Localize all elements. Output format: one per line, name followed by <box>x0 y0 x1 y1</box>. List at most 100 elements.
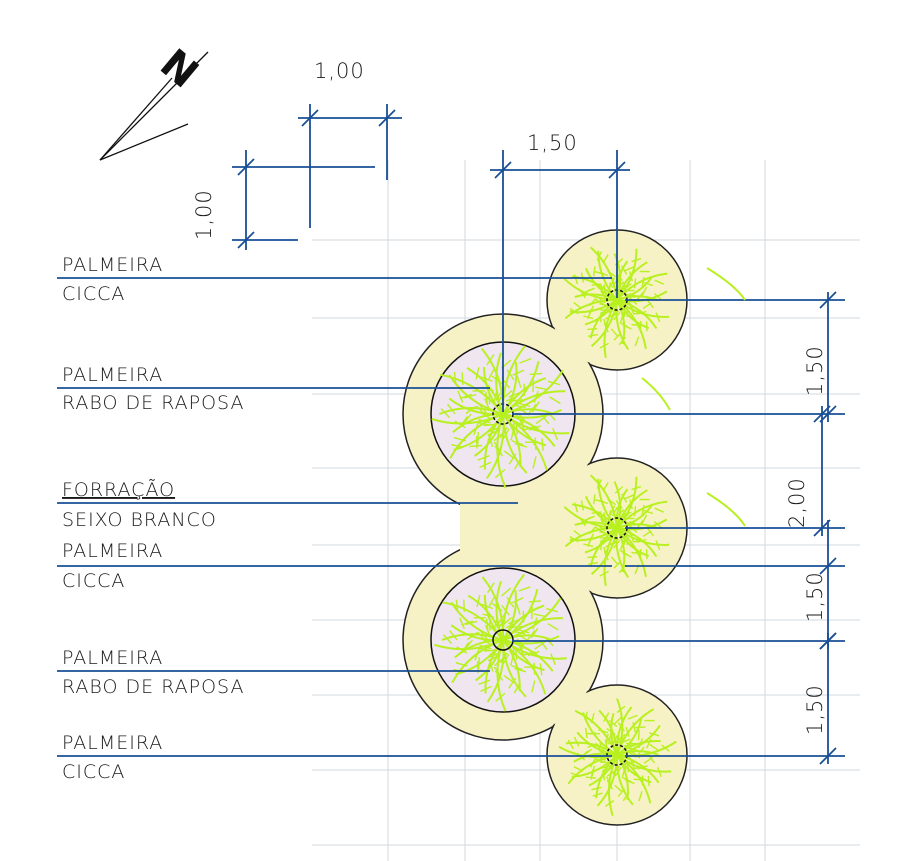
leaflet <box>588 333 599 337</box>
frond <box>483 594 504 641</box>
leaflet <box>532 456 537 469</box>
leaflet <box>530 627 539 639</box>
leaflet <box>607 734 612 745</box>
north-label: N <box>151 41 206 98</box>
leaflet <box>625 293 636 298</box>
leaflet <box>634 506 637 517</box>
leaflet <box>607 498 617 506</box>
leaflet <box>461 620 474 626</box>
frond <box>596 754 618 807</box>
leaflet <box>607 270 617 278</box>
leaflet <box>512 597 524 604</box>
leaflet <box>631 485 642 491</box>
leaflet <box>599 342 609 349</box>
leaflet <box>485 391 488 405</box>
label-line1: PALMEIRA <box>62 732 163 754</box>
leaflet <box>634 278 637 289</box>
leaflet <box>457 390 464 403</box>
frond <box>502 604 545 641</box>
leaflet <box>461 372 464 385</box>
leaflet <box>610 328 619 337</box>
north-arrow-icon <box>99 51 209 161</box>
leaflet <box>531 680 536 693</box>
leaflet <box>591 786 602 791</box>
leaflet <box>629 292 639 299</box>
frond <box>616 708 655 756</box>
leaflet <box>512 369 525 376</box>
leaflet <box>620 265 628 275</box>
frond <box>590 299 618 347</box>
leaflet <box>624 494 635 500</box>
plant-center <box>492 629 514 651</box>
leaflet <box>629 297 638 305</box>
label-line1: FORRAÇÃO <box>62 478 175 501</box>
leaflet <box>547 380 561 386</box>
frond <box>616 276 654 301</box>
leaflet <box>655 312 661 323</box>
leaflet <box>632 539 643 543</box>
spacing-dim: 1,50 <box>527 131 578 155</box>
leaflet <box>493 666 502 678</box>
leaflet <box>638 790 643 802</box>
leaflet <box>440 408 451 419</box>
leaflet <box>613 311 621 321</box>
leaflet <box>495 692 506 702</box>
leaflet <box>546 410 556 421</box>
leaflet <box>480 376 493 382</box>
frond <box>502 639 547 695</box>
leaflet <box>623 306 626 317</box>
frond <box>502 377 547 415</box>
frond <box>616 754 629 800</box>
frond <box>616 299 626 345</box>
label-line1: PALMEIRA <box>62 647 163 669</box>
leaflet <box>503 675 515 684</box>
frond <box>483 366 504 415</box>
leaflet <box>446 403 456 415</box>
leader-lines <box>57 277 612 757</box>
leaflet <box>654 279 665 285</box>
leaflet <box>516 375 522 388</box>
leaflet <box>518 644 525 656</box>
label-line2: RABO DE RAPOSA <box>62 392 244 414</box>
leaflet <box>605 776 612 787</box>
leaflet <box>608 719 618 728</box>
label-line2: RABO DE RAPOSA <box>62 676 244 698</box>
leaflet <box>488 659 494 672</box>
leaflet <box>615 500 623 509</box>
leaflet <box>629 271 633 282</box>
leaflet <box>550 653 556 666</box>
leaflet <box>475 367 480 380</box>
leaflet <box>602 770 606 781</box>
frond <box>502 617 563 641</box>
frond <box>616 489 648 529</box>
dimension-lines <box>232 104 845 765</box>
leaflet <box>609 277 616 288</box>
frond <box>563 506 618 529</box>
leaflet <box>515 602 521 615</box>
leaflet <box>603 318 608 329</box>
leaflet <box>631 551 642 555</box>
leaflet <box>638 738 644 749</box>
leaflet <box>592 792 603 797</box>
leaflet <box>482 613 495 619</box>
frond <box>584 299 618 326</box>
leaflet <box>603 546 608 557</box>
leaflet <box>573 766 584 772</box>
leaflet <box>442 634 453 645</box>
leaflet <box>501 587 512 597</box>
leaflet <box>533 390 539 403</box>
leaflet <box>528 600 541 603</box>
leaflet <box>465 620 478 626</box>
frond <box>448 397 504 416</box>
leaflet <box>469 444 482 448</box>
leaflet <box>587 742 598 749</box>
leaflet <box>643 281 654 287</box>
leaflet <box>485 618 489 631</box>
frond <box>569 299 618 314</box>
leaflet <box>595 757 606 763</box>
leaflet <box>584 727 588 739</box>
leaflet <box>602 482 609 492</box>
label-line2: CICCA <box>62 570 125 592</box>
right-dim-3: 1,50 <box>803 571 827 622</box>
leaflet <box>487 582 495 594</box>
